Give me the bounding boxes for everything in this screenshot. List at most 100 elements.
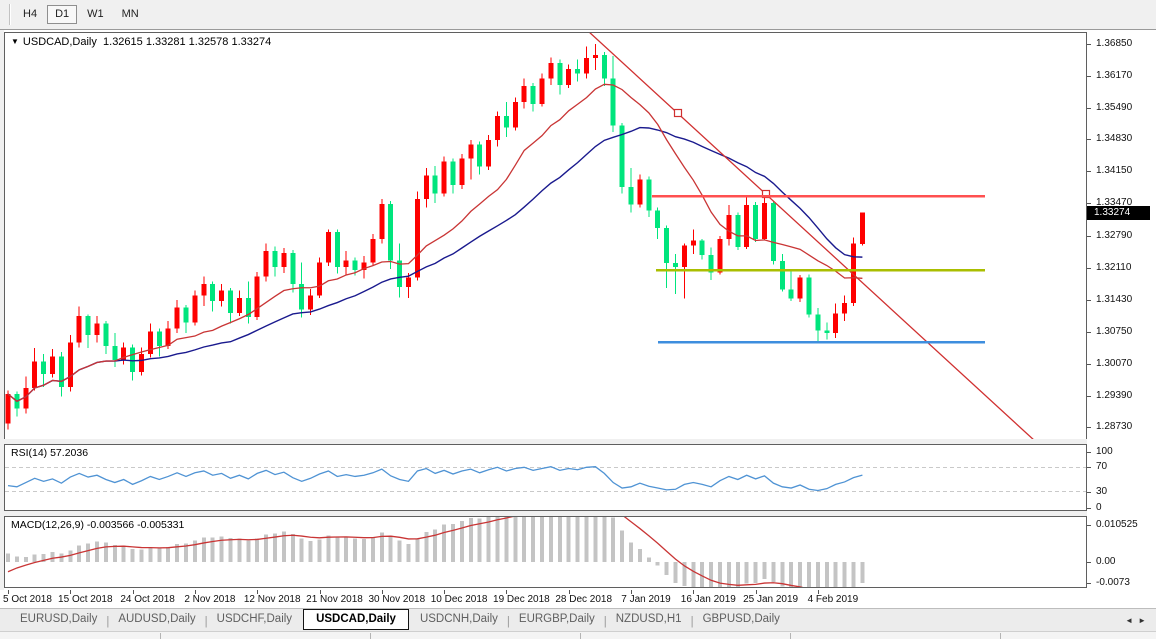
symbol-tab-usdchf-daily[interactable]: USDCHF,Daily — [216, 613, 293, 625]
window-resize-strip — [0, 631, 1156, 639]
ma-fast-line — [7, 83, 863, 403]
macd-histogram — [6, 517, 865, 587]
price-tick-label: 1.33470 — [1096, 197, 1133, 209]
date-tick-mark — [132, 590, 134, 594]
price-tick-label: 1.32110 — [1096, 261, 1132, 273]
date-tick-mark — [257, 590, 259, 594]
price-tick-label: 1.32790 — [1096, 229, 1133, 241]
price-tick-mark — [1087, 76, 1091, 78]
tabs-scroll-right-icon[interactable]: ► — [1138, 616, 1151, 625]
price-tick-mark — [1087, 171, 1091, 173]
date-tick-mark — [568, 590, 570, 594]
trendline-anchor[interactable] — [673, 108, 683, 118]
date-tick-label: 28 Dec 2018 — [555, 594, 613, 605]
pane-splitter[interactable] — [0, 439, 1087, 444]
symbol-tab-usdcnh-daily[interactable]: USDCNH,Daily — [419, 613, 498, 625]
price-tick-mark — [1087, 427, 1091, 428]
date-tick-label: 2 Nov 2018 — [184, 594, 236, 605]
price-tick-mark — [1087, 44, 1091, 45]
macd-canvas[interactable] — [5, 517, 1086, 587]
date-tick-label: 30 Nov 2018 — [368, 594, 426, 605]
date-tick-label: 24 Oct 2018 — [120, 594, 175, 605]
macd-label: MACD(12,26,9) -0.003566 -0.005331 — [11, 519, 185, 531]
timeframe-toolbar: H4 D1 W1 MN — [0, 0, 1156, 30]
chart-area: ▼ USDCAD,Daily 1.32615 1.33281 1.32578 1.… — [0, 30, 1156, 608]
date-tick-label: 19 Dec 2018 — [493, 594, 550, 605]
current-price-tag: 1.33274 — [1087, 205, 1150, 220]
price-tick-mark — [1087, 108, 1091, 110]
symbol-tab-eurgbp-daily[interactable]: EURGBP,Daily — [518, 613, 595, 625]
rsi-scale-label: 100 — [1096, 446, 1113, 457]
price-tick-label: 1.31430 — [1096, 293, 1133, 305]
tabs-scroll-left-icon[interactable]: ◄ — [1125, 616, 1139, 625]
symbol-tab-usdcad-daily[interactable]: USDCAD,Daily — [303, 609, 409, 630]
date-tick-mark — [319, 590, 321, 594]
date-tick-mark — [381, 590, 383, 594]
timeframe-tab-w1[interactable]: W1 — [87, 8, 104, 20]
strip-tick — [790, 633, 791, 639]
rsi-line — [7, 466, 863, 492]
strip-tick — [580, 633, 581, 639]
trendline[interactable] — [588, 33, 1035, 439]
symbol-tab-nzdusd-h1[interactable]: NZDUSD,H1 — [615, 613, 682, 625]
symbol-tab-eurusd-daily[interactable]: EURUSD,Daily — [20, 613, 98, 625]
timeframe-tab-d1[interactable]: D1 — [47, 5, 78, 24]
indicator-tick-mark — [1087, 508, 1091, 509]
chart-dropdown-icon[interactable]: ▼ — [11, 37, 19, 46]
price-tick-mark — [1087, 203, 1091, 205]
macd-pane[interactable] — [4, 516, 1087, 588]
tab-separator: | — [690, 616, 694, 628]
indicator-tick-mark — [1087, 583, 1091, 584]
date-tick-mark — [631, 590, 632, 594]
candlestick-series — [5, 44, 865, 430]
price-tick-label: 1.34830 — [1096, 133, 1133, 145]
chart-ohlc-values: 1.32615 1.33281 1.32578 1.33274 — [103, 36, 272, 48]
pane-splitter[interactable] — [0, 511, 1087, 516]
indicator-tick-mark — [1087, 562, 1091, 563]
macd-scale-label: 0.010525 — [1096, 519, 1138, 530]
price-tick-mark — [1087, 235, 1091, 237]
rsi-label: RSI(14) 57.2036 — [11, 447, 89, 459]
indicator-tick-mark — [1087, 452, 1091, 453]
date-tick-label: 4 Feb 2019 — [807, 594, 859, 605]
chart-symbol-label: USDCAD,Daily — [22, 36, 97, 48]
date-tick-label: 12 Nov 2018 — [243, 594, 301, 605]
price-tick-label: 1.35490 — [1096, 102, 1133, 114]
main-chart-pane[interactable] — [4, 32, 1087, 440]
macd-scale-label: 0.00 — [1096, 556, 1116, 567]
date-tick-label: 15 Oct 2018 — [58, 594, 113, 605]
date-tick-mark — [444, 590, 446, 594]
date-tick-label: 10 Dec 2018 — [430, 594, 488, 605]
price-tick-mark — [1087, 363, 1091, 365]
rsi-canvas[interactable] — [5, 445, 1086, 510]
date-tick-label: 21 Nov 2018 — [306, 594, 363, 605]
main-chart-canvas[interactable] — [5, 33, 1086, 439]
symbol-tab-audusd-daily[interactable]: AUDUSD,Daily — [118, 613, 196, 625]
date-tick-mark — [755, 590, 757, 594]
date-tick-mark — [194, 590, 196, 594]
symbol-tab-bar: EURUSD,Daily | AUDUSD,Daily | USDCHF,Daily US… — [0, 608, 1156, 631]
price-tick-label: 1.29390 — [1096, 389, 1133, 401]
price-tick-label: 1.28730 — [1096, 421, 1133, 432]
date-tick-label: 25 Jan 2019 — [743, 594, 799, 605]
price-tick-label: 1.30070 — [1096, 357, 1133, 369]
timeframe-tab-h4[interactable]: H4 — [23, 8, 38, 20]
strip-tick — [370, 633, 371, 639]
date-tick-label: 16 Jan 2019 — [680, 594, 736, 605]
price-tick-mark — [1087, 267, 1091, 269]
macd-signal-line — [7, 517, 804, 587]
date-tick-label: 7 Jan 2019 — [621, 594, 671, 605]
strip-tick — [160, 633, 161, 639]
date-tick-mark — [506, 590, 508, 594]
tab-separator: | — [603, 616, 607, 628]
symbol-tab-gbpusd-daily[interactable]: GBPUSD,Daily — [702, 613, 780, 625]
date-tick-label: 5 Oct 2018 — [3, 594, 52, 605]
tab-separator: | — [506, 616, 510, 628]
rsi-pane[interactable] — [4, 444, 1087, 511]
tab-separator: | — [106, 616, 110, 628]
price-tick-mark — [1087, 395, 1091, 397]
timeframe-tab-mn[interactable]: MN — [121, 8, 139, 20]
price-axis: 1.36850 1.36170 1.35490 1.34830 1.34150 1.334… — [1087, 30, 1156, 590]
macd-scale-label: -0.0073 — [1096, 577, 1130, 588]
